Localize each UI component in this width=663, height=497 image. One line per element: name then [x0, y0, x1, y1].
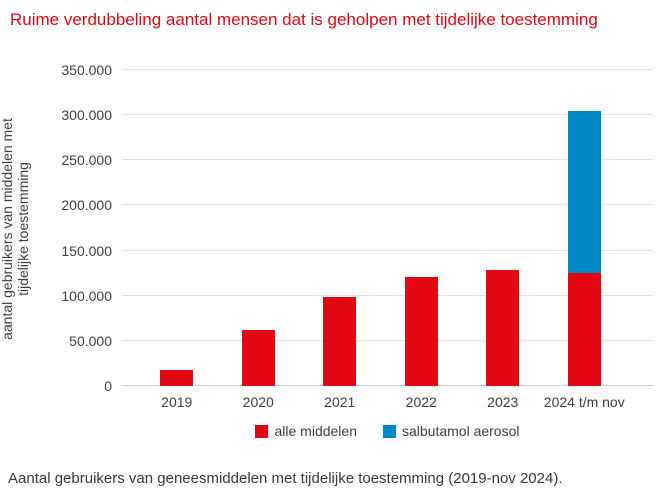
y-tick-label: 50.000: [69, 332, 112, 349]
bar-stack-2022: [404, 276, 438, 386]
legend-item-salbutamol-aerosol: salbutamol aerosol: [382, 423, 520, 439]
bar-slot-2019: [136, 70, 218, 386]
x-tick-label: 2021: [324, 394, 356, 410]
bar-series: [136, 70, 625, 386]
gridline: [122, 69, 653, 70]
bar-slot-2024-t/m-nov: [544, 70, 626, 386]
bar-slot-2021: [299, 70, 381, 386]
x-tick-label: 2023: [487, 394, 519, 410]
y-axis-tick-labels: 0 50.000 100.000 150.000 200.000 250.000 300.0…: [0, 62, 112, 394]
bar-slot-2020: [218, 70, 300, 386]
legend-label: alle middelen: [274, 423, 357, 439]
caption: Aantal gebruikers van geneesmiddelen met…: [8, 470, 563, 487]
bar-segment-alle-middelen: [404, 276, 438, 386]
bar-stack-2023: [486, 269, 520, 386]
gridline: [122, 159, 653, 161]
y-tick-label: 250.000: [61, 152, 112, 169]
gridline: [122, 249, 653, 251]
legend-swatch-icon: [382, 424, 396, 438]
legend-item-alle-middelen: alle middelen: [255, 423, 357, 439]
legend: alle middelen salbutamol aerosol: [122, 423, 653, 439]
bar-stack-2019: [160, 369, 194, 386]
y-tick-label: 0: [104, 378, 112, 394]
x-tick-label: 2022: [405, 394, 437, 410]
x-axis-line: [122, 385, 653, 386]
bar-segment-alle-middelen: [567, 273, 601, 386]
gridline: [122, 294, 653, 296]
legend-label: salbutamol aerosol: [401, 423, 520, 439]
gridline: [122, 339, 653, 341]
x-tick-label: 2020: [242, 394, 274, 410]
y-tick-label: 150.000: [61, 242, 112, 259]
y-tick-label: 100.000: [61, 287, 112, 304]
bar-stack-2021: [323, 296, 357, 386]
x-axis-labels: 2019 2020 2021 2022 2023 2024 t/m nov: [136, 394, 625, 410]
x-tick-label: 2019: [161, 394, 193, 410]
bar-segment-alle-middelen: [241, 330, 275, 386]
bar-stack-2020: [241, 330, 275, 386]
bar-slot-2022: [381, 70, 463, 386]
bar-slot-2023: [462, 70, 544, 386]
bar-segment-alle-middelen: [486, 269, 520, 386]
bar-segment-alle-middelen: [323, 296, 357, 386]
gridline: [122, 114, 653, 116]
gridline: [122, 204, 653, 206]
y-tick-label: 200.000: [61, 197, 112, 214]
bar-stack-2024-t/m-nov: [567, 110, 601, 386]
y-tick-label: 350.000: [61, 62, 112, 78]
bar-segment-alle-middelen: [160, 369, 194, 386]
chart-title: Ruime verdubbeling aantal mensen dat is …: [10, 10, 598, 29]
y-tick-label: 300.000: [61, 107, 112, 124]
plot-area: [122, 69, 653, 386]
bar-segment-salbutamol-aerosol: [567, 110, 601, 274]
x-tick-label: 2024 t/m nov: [543, 394, 625, 410]
legend-swatch-icon: [255, 424, 269, 438]
